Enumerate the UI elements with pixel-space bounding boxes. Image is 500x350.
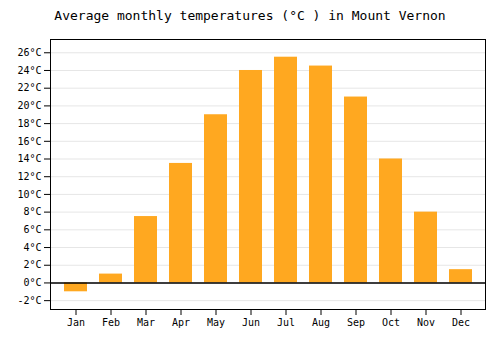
svg-text:Aug: Aug — [312, 317, 330, 328]
svg-text:24°C: 24°C — [17, 65, 41, 76]
svg-text:Jan: Jan — [67, 317, 85, 328]
svg-text:Nov: Nov — [417, 317, 435, 328]
svg-text:Apr: Apr — [172, 317, 190, 328]
svg-text:18°C: 18°C — [17, 118, 41, 129]
svg-text:8°C: 8°C — [23, 206, 41, 217]
svg-text:0°C: 0°C — [23, 277, 41, 288]
svg-text:Oct: Oct — [382, 317, 400, 328]
svg-text:Dec: Dec — [452, 317, 470, 328]
svg-text:20°C: 20°C — [17, 100, 41, 111]
svg-text:4°C: 4°C — [23, 242, 41, 253]
svg-text:Jul: Jul — [277, 317, 295, 328]
svg-text:May: May — [207, 317, 225, 328]
svg-text:6°C: 6°C — [23, 224, 41, 235]
svg-text:14°C: 14°C — [17, 153, 41, 164]
html-text:Average monthly temperatures (: Average monthly temperatures (°C ) in Mo… — [54, 8, 446, 23]
svg-text:Mar: Mar — [137, 317, 155, 328]
svg-text:26°C: 26°C — [17, 47, 41, 58]
svg-text:2°C: 2°C — [23, 259, 41, 270]
svg-text:-2°C: -2°C — [17, 295, 41, 306]
svg-text:12°C: 12°C — [17, 171, 41, 182]
svg-text:10°C: 10°C — [17, 189, 41, 200]
svg-text:Jun: Jun — [242, 317, 260, 328]
svg-text:Sep: Sep — [347, 317, 365, 328]
svg-text:16°C: 16°C — [17, 136, 41, 147]
svg-text:22°C: 22°C — [17, 82, 41, 93]
svg-text:Feb: Feb — [102, 317, 120, 328]
